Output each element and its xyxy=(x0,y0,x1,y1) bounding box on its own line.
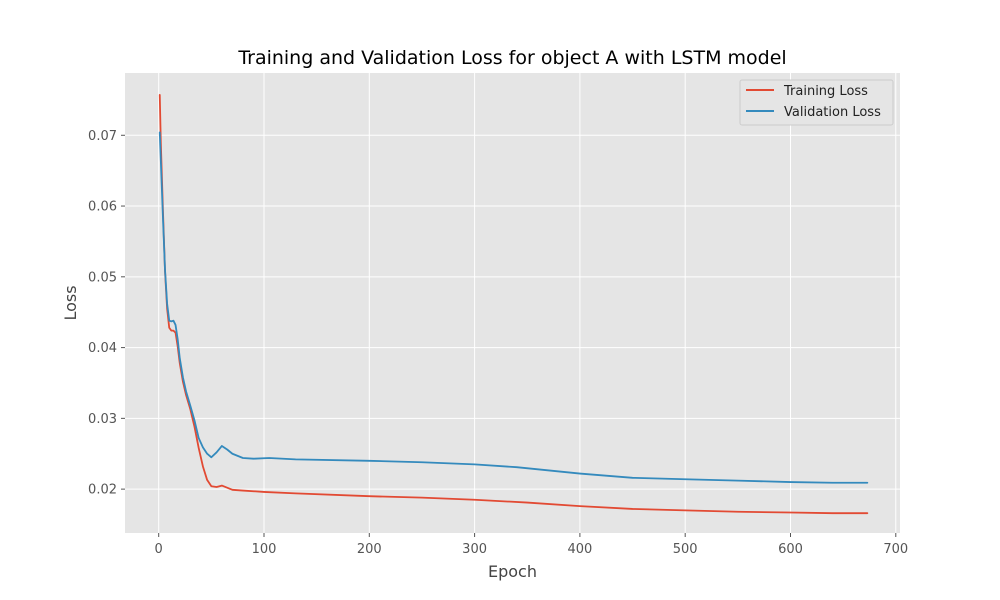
y-tick-label: 0.04 xyxy=(88,341,117,356)
x-tick-label: 400 xyxy=(567,542,592,557)
series-lines xyxy=(158,94,869,515)
x-tick-label: 0 xyxy=(155,542,163,557)
legend-box xyxy=(739,79,894,126)
y-tick-label: 0.03 xyxy=(88,412,117,427)
ticks: 0 100 200 300 400 500 600 700 0.02 0.03 0.04 0.05 0.… xyxy=(88,129,908,557)
x-tick-label: 600 xyxy=(778,542,803,557)
validation-loss-line xyxy=(158,131,869,484)
y-tick-label: 0.06 xyxy=(88,200,117,215)
y-tick-label: 0.02 xyxy=(88,483,117,498)
legend-label-training: Training Loss xyxy=(783,84,868,99)
training-loss-line xyxy=(158,94,869,515)
legend: Training Loss Validation Loss xyxy=(739,79,894,126)
legend-label-validation: Validation Loss xyxy=(784,105,881,120)
x-tick-label: 100 xyxy=(252,542,277,557)
x-tick-label: 300 xyxy=(462,542,487,557)
x-axis-label: Epoch xyxy=(488,562,537,581)
chart-title: Training and Validation Loss for object … xyxy=(237,47,786,69)
y-tick-label: 0.07 xyxy=(88,129,117,144)
x-tick-label: 700 xyxy=(883,542,908,557)
x-tick-label: 500 xyxy=(673,542,698,557)
grid xyxy=(125,73,900,533)
y-axis-label: Loss xyxy=(61,285,80,320)
plot-area xyxy=(125,73,900,533)
y-tick-label: 0.05 xyxy=(88,270,117,285)
x-tick-label: 200 xyxy=(357,542,382,557)
